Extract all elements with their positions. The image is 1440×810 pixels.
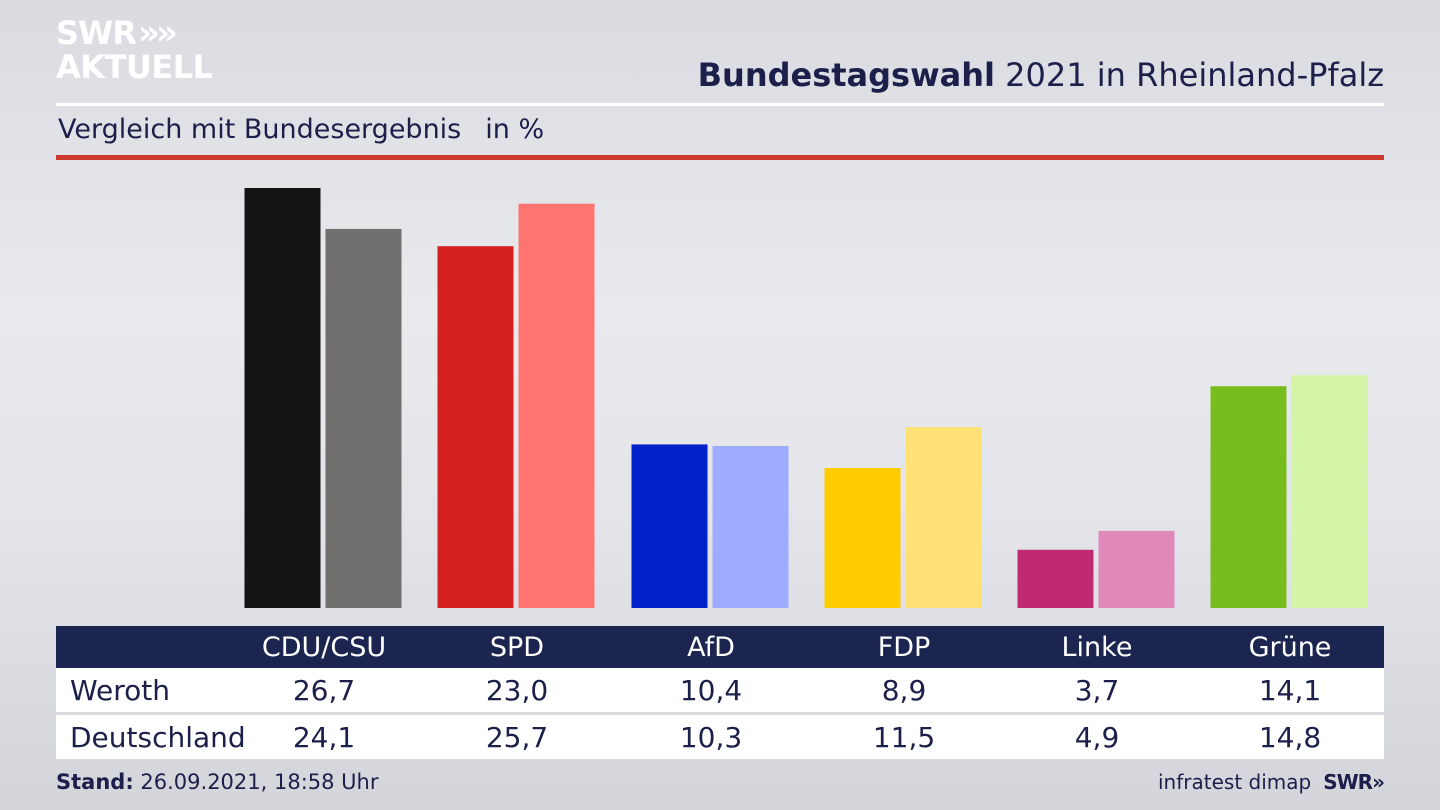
table-cell: 10,4 [679, 673, 743, 707]
swr-small-logo: SWR» [1323, 770, 1385, 794]
bar-fdp-deutschland [905, 427, 982, 608]
bar-linke-weroth [1017, 549, 1094, 608]
bar-afd-weroth [631, 444, 708, 608]
table-row-deutschland: Deutschland 24,1 25,7 10,3 11,5 4,9 14,8 [56, 715, 1384, 759]
column-header-cdu-csu: CDU/CSU [261, 631, 387, 663]
row-label: Deutschland [70, 720, 246, 754]
timestamp: Stand: 26.09.2021, 18:58 Uhr [56, 770, 379, 794]
table-cell: 11,5 [872, 720, 936, 754]
table-cell: 3,7 [1074, 673, 1120, 707]
column-header-afd: AfD [687, 631, 735, 663]
title-rest: 2021 in Rheinland-Pfalz [995, 56, 1384, 94]
chart-subtitle: Vergleich mit Bundesergebnis in % [58, 114, 544, 145]
source-text: infratest dimap [1158, 770, 1312, 794]
table-cell: 23,0 [485, 673, 549, 707]
bar-afd-deutschland [712, 446, 789, 608]
header-divider [56, 103, 1384, 106]
bar-grüne-weroth [1210, 386, 1287, 608]
table-cell: 14,1 [1258, 673, 1322, 707]
source-credit: infratest dimap SWR» [1158, 770, 1385, 794]
bar-spd-deutschland [518, 203, 595, 608]
table-cell: 14,8 [1258, 720, 1322, 754]
logo-swr: SWR [56, 14, 137, 52]
subtitle-text: Vergleich mit Bundesergebnis [58, 114, 462, 145]
table-row-weroth: Weroth 26,7 23,0 10,4 8,9 3,7 14,1 [56, 668, 1384, 712]
table-cell: 10,3 [679, 720, 743, 754]
table-header: CDU/CSU SPD AfD FDP Linke Grüne [56, 626, 1384, 668]
page-title: Bundestagswahl 2021 in Rheinland-Pfalz [698, 56, 1384, 94]
column-header-spd: SPD [489, 631, 545, 663]
column-header-grüne: Grüne [1248, 631, 1332, 663]
table-cell: 26,7 [292, 673, 356, 707]
accent-divider [56, 155, 1384, 160]
subtitle-unit: in % [485, 114, 545, 145]
logo-aktuell: AKTUELL [56, 48, 213, 86]
table-cell: 25,7 [485, 720, 549, 754]
stand-label: Stand: [56, 770, 134, 794]
column-header-fdp: FDP [877, 631, 931, 663]
swr-aktuell-logo: SWR»» AKTUELL [56, 16, 213, 84]
row-label: Weroth [70, 673, 171, 707]
stand-value: 26.09.2021, 18:58 Uhr [133, 770, 379, 794]
bar-cdu-csu-weroth [244, 188, 321, 608]
column-header-linke: Linke [1061, 631, 1133, 663]
bar-spd-weroth [437, 246, 514, 608]
bar-fdp-weroth [824, 468, 901, 608]
bar-linke-deutschland [1098, 530, 1175, 608]
results-table: CDU/CSU SPD AfD FDP Linke Grüne Weroth 26,7 23… [56, 626, 1384, 759]
bar-cdu-csu-deutschland [325, 228, 402, 608]
bar-grüne-deutschland [1291, 375, 1368, 608]
table-cell: 24,1 [292, 720, 356, 754]
table-cell: 4,9 [1074, 720, 1120, 754]
title-bold: Bundestagswahl [697, 56, 995, 94]
table-cell: 8,9 [881, 673, 927, 707]
